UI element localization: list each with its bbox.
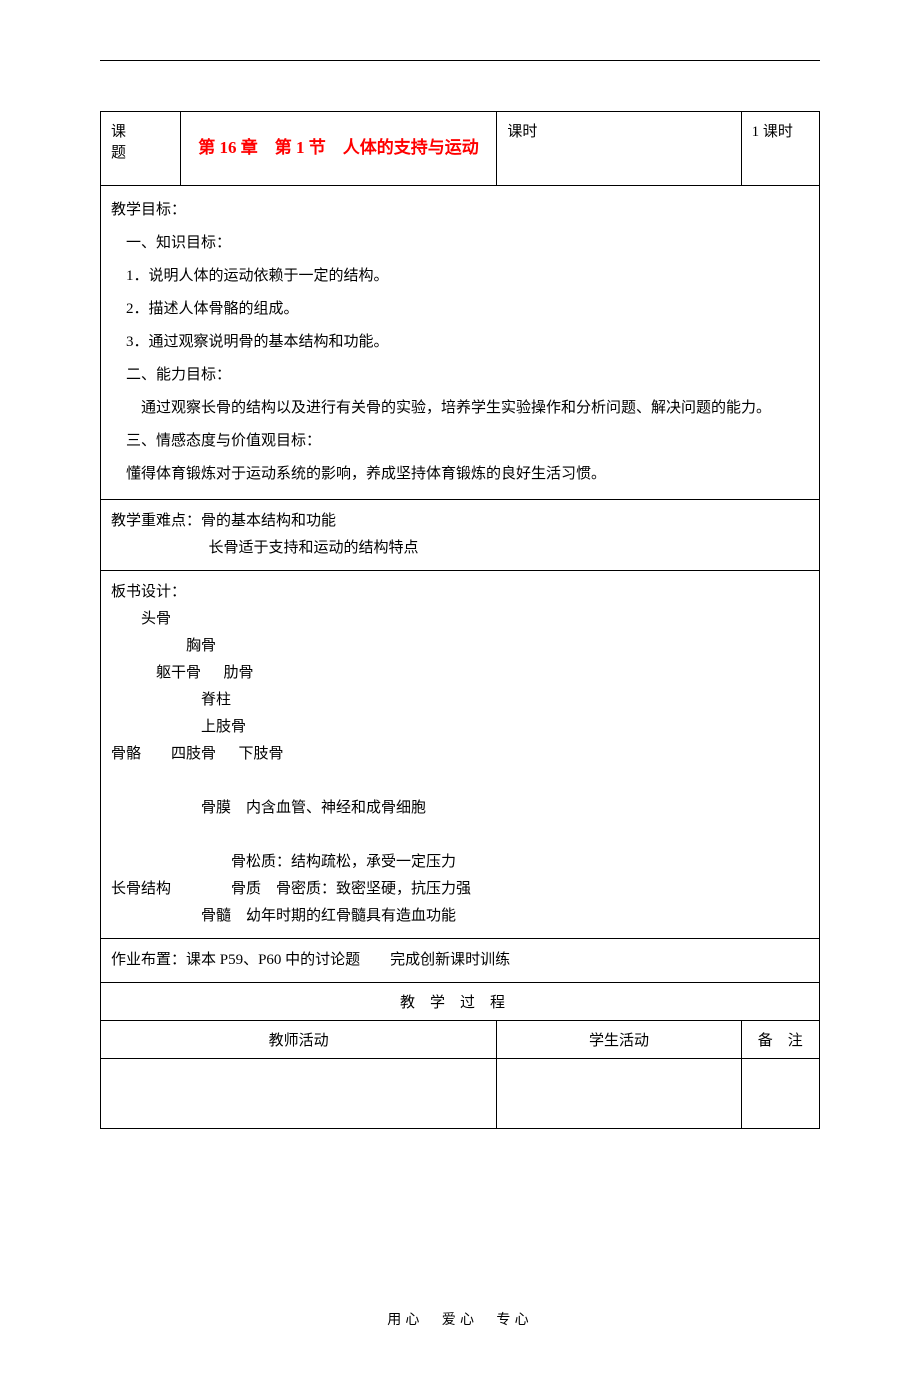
ability-goals-title: 二、能力目标： [111, 359, 809, 392]
knowledge-goal-3: 3．通过观察说明骨的基本结构和功能。 [111, 326, 809, 359]
page-footer: 用心 爱心 专心 [100, 1309, 820, 1329]
lesson-title: 第 16 章 第 1 节 人体的支持与运动 [191, 120, 487, 177]
period-value: 1 课时 [741, 112, 819, 186]
goals-heading: 教学目标： [111, 194, 809, 227]
attitude-goals-title: 三、情感态度与价值观目标： [111, 425, 809, 458]
teaching-difficulty: 教学重难点：骨的基本结构和功能 长骨适于支持和运动的结构特点 [101, 499, 820, 570]
homework-assignment: 作业布置：课本 P59、P60 中的讨论题 完成创新课时训练 [101, 938, 820, 982]
difficulty-label: 教学重难点： [111, 513, 201, 529]
teaching-goals: 教学目标： 一、知识目标： 1．说明人体的运动依赖于一定的结构。 2．描述人体骨… [101, 185, 820, 499]
topic-label: 课题 [101, 112, 181, 186]
attitude-goals-text: 懂得体育锻炼对于运动系统的影响，养成坚持体育锻炼的良好生活习惯。 [111, 458, 809, 491]
period-label: 课时 [497, 112, 741, 186]
difficulty-line-2: 长骨适于支持和运动的结构特点 [209, 540, 419, 556]
board-content: 头骨 胸骨 躯干骨 肋骨 脊柱 上肢骨 骨骼 四肢骨 下肢骨 骨膜 内含血管、神… [111, 611, 471, 924]
student-activity-header: 学生活动 [497, 1020, 741, 1058]
notes-cell [741, 1058, 819, 1128]
knowledge-goal-2: 2．描述人体骨骼的组成。 [111, 293, 809, 326]
board-label: 板书设计： [111, 584, 186, 600]
knowledge-goal-1: 1．说明人体的运动依赖于一定的结构。 [111, 260, 809, 293]
student-activity-cell [497, 1058, 741, 1128]
ability-goals-text: 通过观察长骨的结构以及进行有关骨的实验，培养学生实验操作和分析问题、解决问题的能… [111, 392, 809, 425]
board-design: 板书设计： 头骨 胸骨 躯干骨 肋骨 脊柱 上肢骨 骨骼 四肢骨 下肢骨 骨膜 … [101, 570, 820, 938]
process-empty-row [101, 1058, 820, 1128]
lesson-title-cell: 第 16 章 第 1 节 人体的支持与运动 [180, 112, 497, 186]
knowledge-goals-title: 一、知识目标： [111, 227, 809, 260]
difficulty-line-1: 骨的基本结构和功能 [201, 513, 336, 529]
process-header: 教学过程 [101, 982, 820, 1020]
lesson-table: 课题 第 16 章 第 1 节 人体的支持与运动 课时 1 课时 教学目标： 一… [100, 111, 820, 1129]
teacher-activity-cell [101, 1058, 497, 1128]
notes-header: 备 注 [741, 1020, 819, 1058]
top-divider [100, 60, 820, 61]
teacher-activity-header: 教师活动 [101, 1020, 497, 1058]
